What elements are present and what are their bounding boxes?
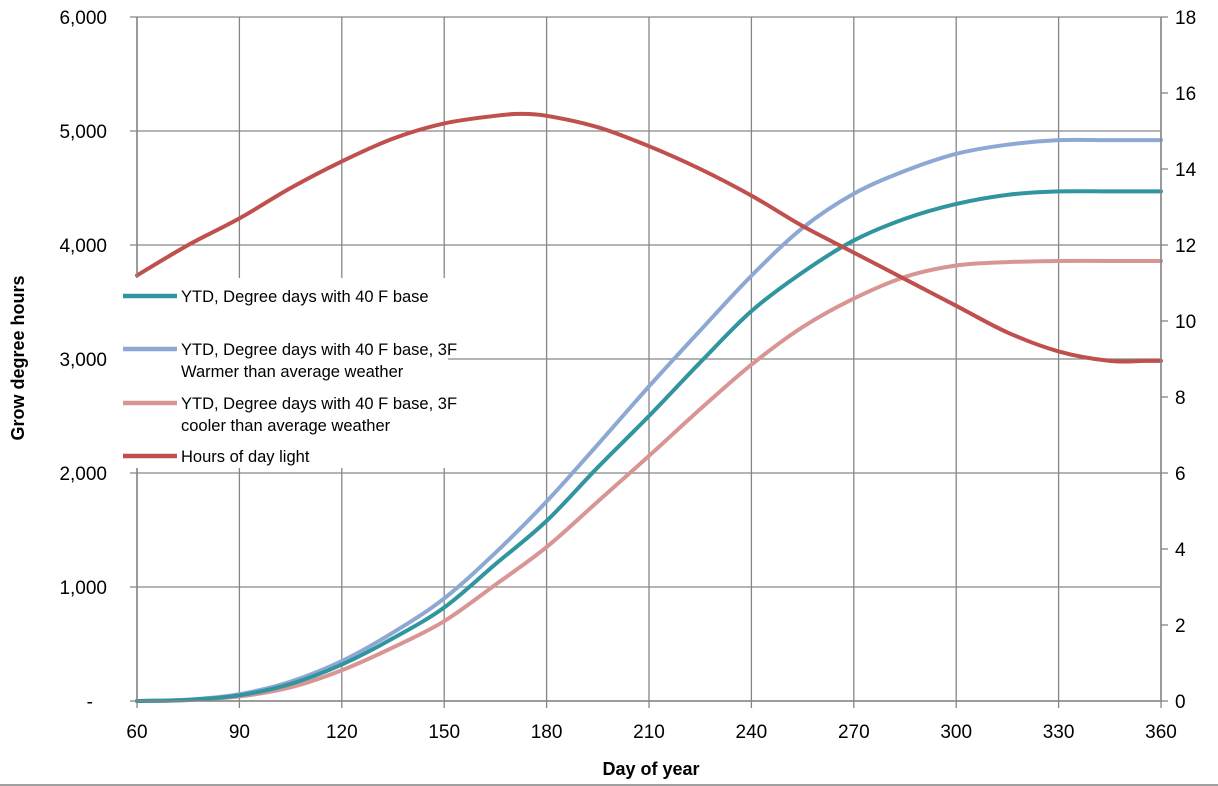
x-tick-label: 120 xyxy=(326,722,358,743)
y-tick-label: 4,000 xyxy=(59,236,107,257)
legend-label: YTD, Degree days with 40 F base, 3F xyxy=(181,341,457,359)
x-tick-label: 330 xyxy=(1043,722,1075,743)
y-tick-label: 2,000 xyxy=(59,464,107,485)
legend-label: Warmer than average weather xyxy=(181,363,404,381)
legend-background xyxy=(118,278,448,468)
plot-series xyxy=(135,111,1163,703)
y2-tick-label: 12 xyxy=(1175,236,1196,257)
y-axis-title: Grow degree hours xyxy=(8,275,28,440)
y-tick-label: 5,000 xyxy=(59,122,107,143)
legend-item-ytd-warmer: YTD, Degree days with 40 F base, 3F Warme… xyxy=(123,341,457,381)
series-line-ytd-cooler xyxy=(135,258,1163,703)
legend-label: Hours of day light xyxy=(181,448,310,466)
y-tick-label: 3,000 xyxy=(59,350,107,371)
legend: YTD, Degree days with 40 F base YTD, Degr… xyxy=(118,278,457,468)
y-tick-label: 6,000 xyxy=(59,8,107,29)
x-tick-label: 60 xyxy=(126,722,147,743)
legend-label: YTD, Degree days with 40 F base, 3F xyxy=(181,395,457,413)
series-line-ytd-40f xyxy=(135,189,1163,703)
y2-tick-label: 18 xyxy=(1175,8,1196,29)
series-line-daylight xyxy=(135,111,1163,364)
y-tick-label: 1,000 xyxy=(59,578,107,599)
y2-tick-label: 16 xyxy=(1175,84,1196,105)
y2-tick-label: 2 xyxy=(1175,616,1186,637)
x-tick-label: 240 xyxy=(736,722,768,743)
x-tick-label: 150 xyxy=(428,722,460,743)
series-line-ytd-warmer xyxy=(135,137,1163,703)
legend-item-daylight: Hours of day light xyxy=(123,448,310,466)
x-axis-title: Day of year xyxy=(602,759,699,779)
x-tick-label: 360 xyxy=(1145,722,1177,743)
x-tick-label: 270 xyxy=(838,722,870,743)
legend-label: cooler than average weather xyxy=(181,417,391,435)
x-tick-label: 210 xyxy=(633,722,665,743)
y2-tick-label: 14 xyxy=(1175,160,1197,181)
legend-item-ytd-cooler: YTD, Degree days with 40 F base, 3F coole… xyxy=(123,395,457,435)
legend-label: YTD, Degree days with 40 F base xyxy=(181,288,429,306)
tick-labels: 60 90 120 150 180 210 240 270 300 330 360-1,0002,0… xyxy=(59,8,1196,743)
x-tick-label: 180 xyxy=(531,722,563,743)
y2-tick-label: 4 xyxy=(1175,540,1186,561)
y-tick-label: - xyxy=(87,692,93,713)
x-tick-label: 300 xyxy=(940,722,972,743)
legend-item-ytd-40f: YTD, Degree days with 40 F base xyxy=(123,288,429,306)
y2-tick-label: 8 xyxy=(1175,388,1186,409)
y2-tick-label: 10 xyxy=(1175,312,1196,333)
y2-tick-label: 0 xyxy=(1175,692,1186,713)
x-tick-label: 90 xyxy=(229,722,250,743)
y2-tick-label: 6 xyxy=(1175,464,1186,485)
